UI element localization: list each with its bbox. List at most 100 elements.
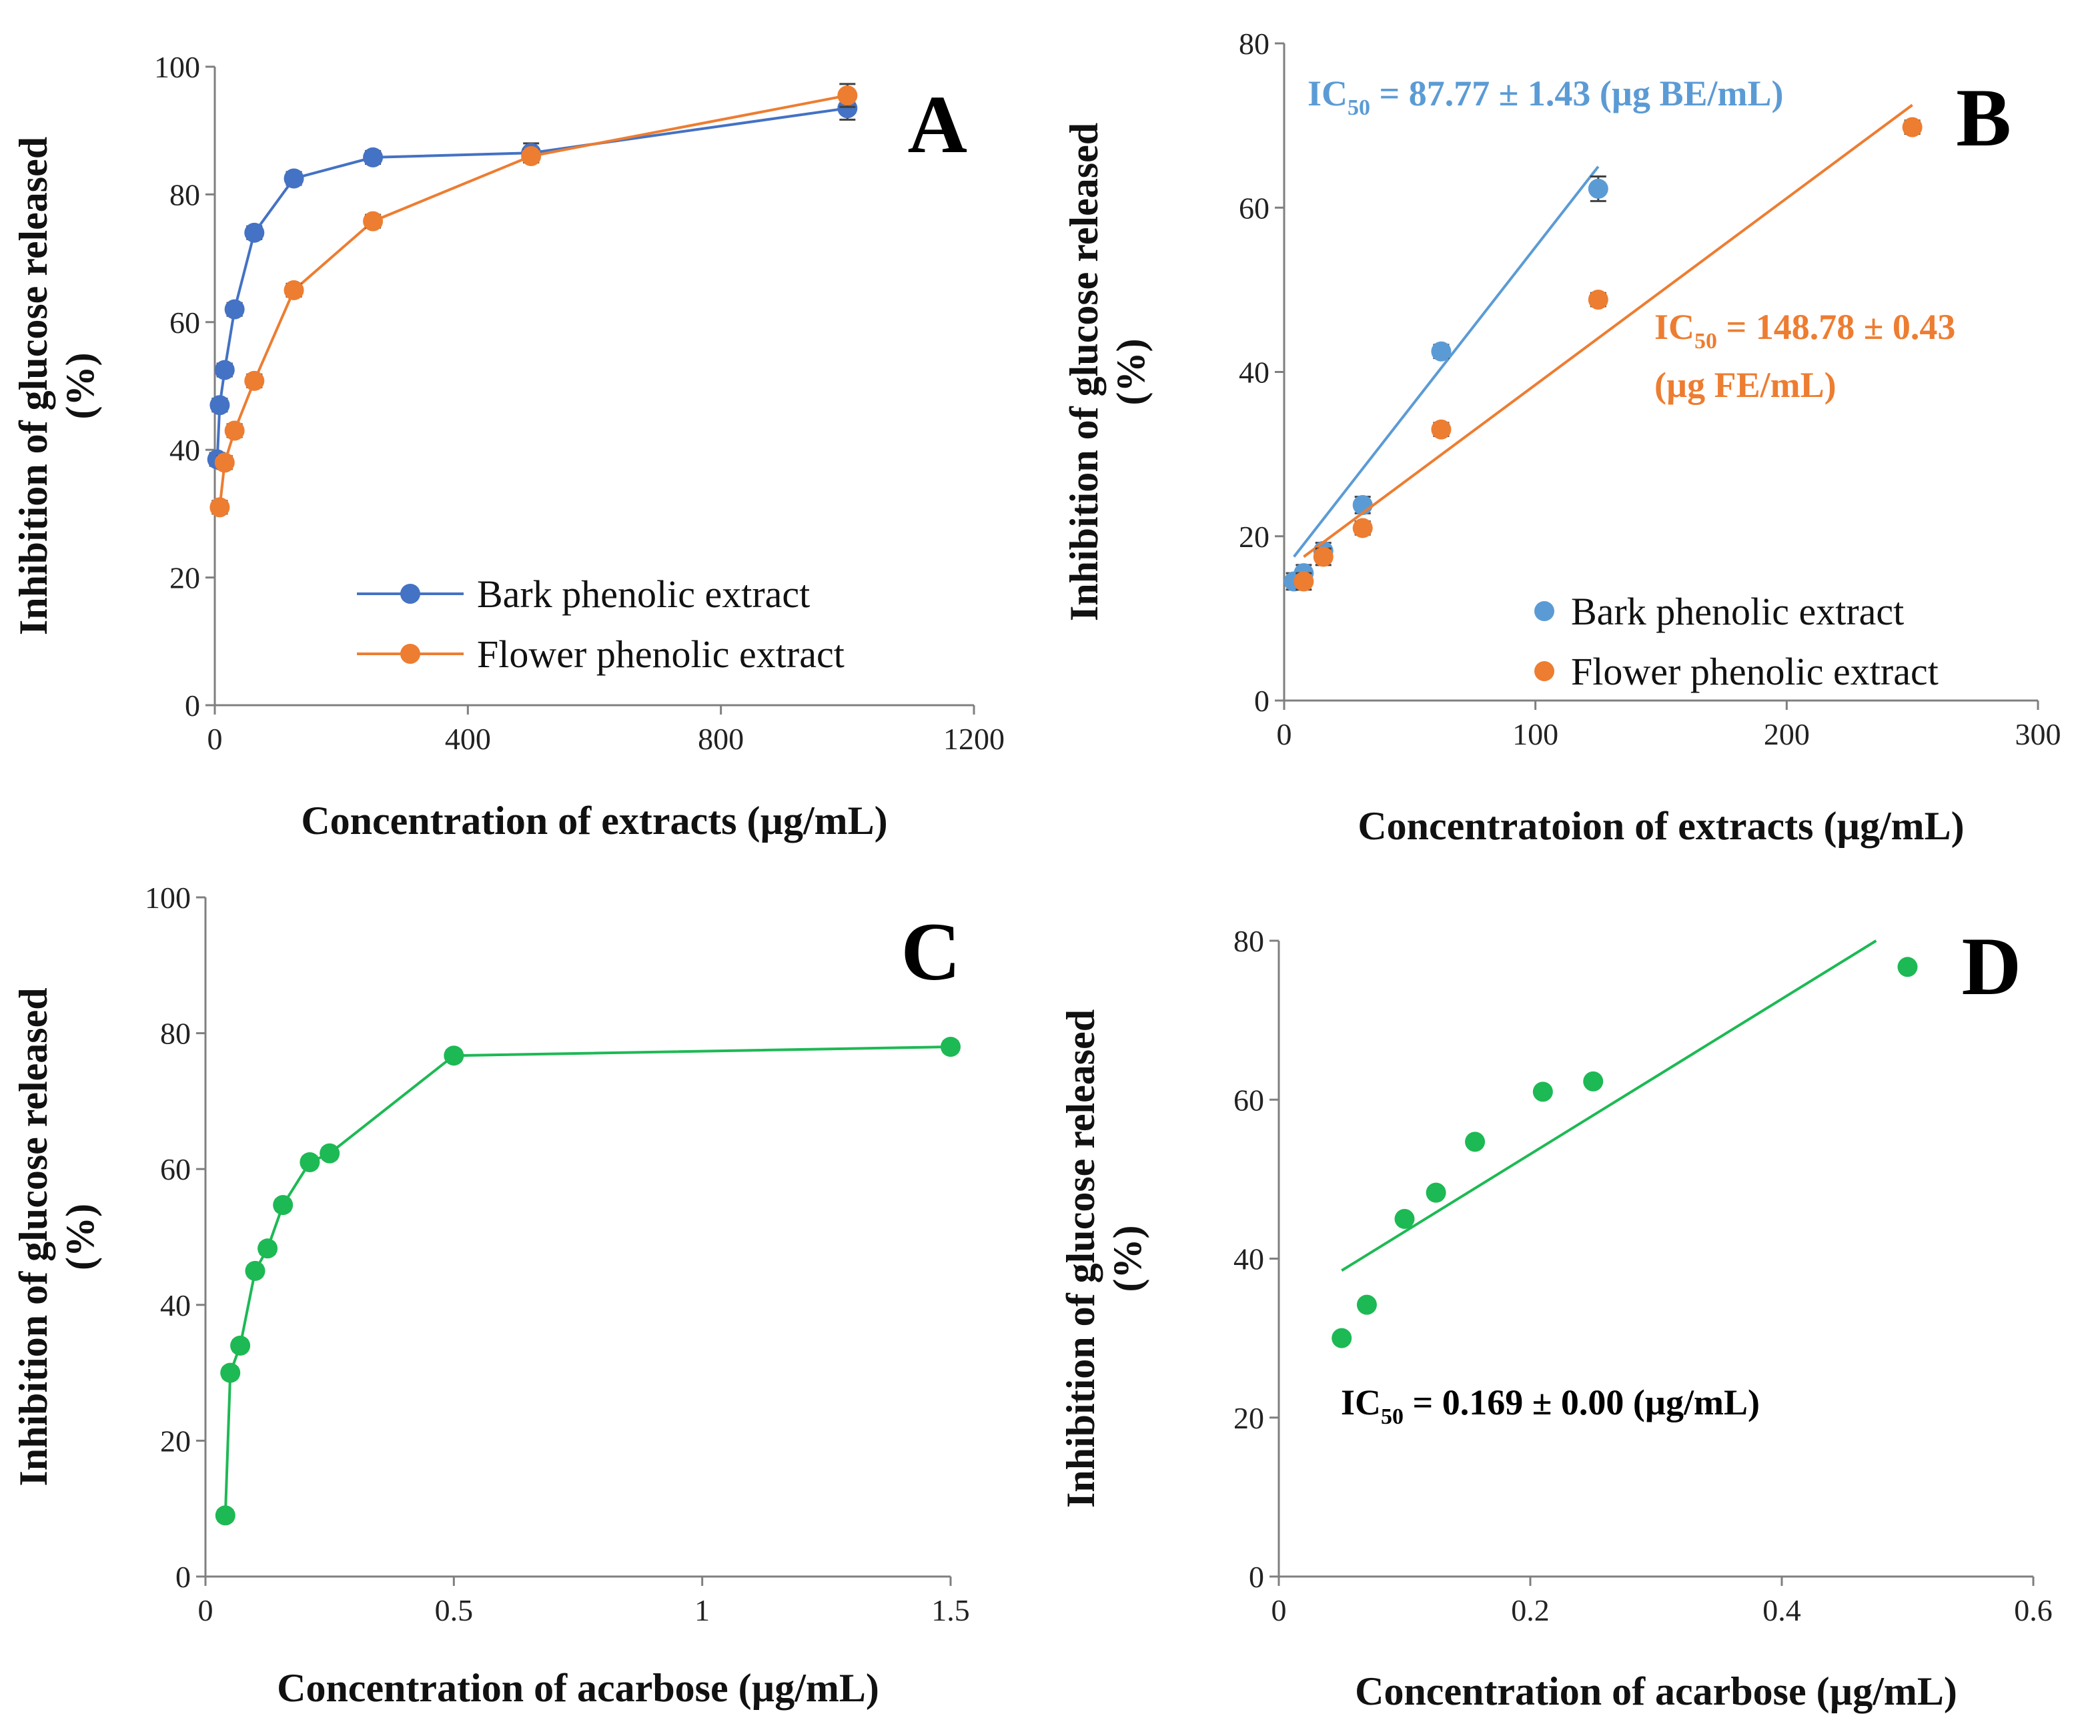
data-point [363,211,384,232]
y-tick-label: 80 [169,177,200,211]
data-point [284,168,304,189]
x-tick-label: 0 [198,1593,213,1627]
ic50-unit: (µg FE/mL) [1654,365,1836,405]
ic50-value: = 148.78 ± 0.43 [1717,307,1955,347]
y-tick-label: 80 [160,1017,191,1051]
legend-marker [1534,661,1554,681]
legend-item: Bark phenolic extract [1534,590,1904,633]
data-point [521,145,542,166]
legend-label: Bark phenolic extract [477,572,810,616]
data-point [1465,1132,1486,1152]
ic50-subscript: 50 [1694,329,1717,354]
data-point [1583,1071,1604,1092]
data-point [1352,518,1373,538]
chart-panel-b: 0 20 40 60 80 0 100 200 300 Concentratoion of ext… [1062,27,2061,848]
y-tick-label: 60 [1239,191,1269,225]
data-point [1431,341,1452,362]
x-tick-label: 0.6 [2014,1593,2053,1627]
y-tick-label: 80 [1233,924,1264,958]
y-axis-title-unit: (%) [1109,339,1153,406]
legend-item: Bark phenolic extract [357,572,810,616]
y-axis-title-unit: (%) [1105,1226,1149,1292]
legend-marker [400,644,420,664]
y-tick-label: 100 [145,881,191,915]
y-axis-title: Inhibition of glucose released [11,987,55,1486]
ic50-text: IC50 = 0.169 ± 0.00 (µg/mL) [1341,1382,1760,1429]
y-axis-title: Inhibition of glucose released [1059,1009,1103,1508]
x-tick-label: 800 [698,722,744,756]
trend-line [1293,165,1600,558]
data-point [1532,1081,1553,1102]
x-tick-label: 100 [1512,717,1558,751]
series-line [223,1045,951,1516]
y-tick-label: 60 [1233,1083,1264,1117]
ic50-annotation: IC50 = 148.78 ± 0.43 (µg FE/mL) [1654,307,1955,405]
y-tick-label: 80 [1239,27,1269,61]
data-point [220,1362,241,1383]
data-point [273,1195,294,1216]
y-tick-label: 60 [169,306,200,340]
ic50-text: IC50 = 148.78 ± 0.43 [1654,307,1955,354]
data-point [215,1505,235,1526]
y-tick-label: 0 [1254,684,1269,718]
data-point [224,299,245,320]
chart-panel-c: 0 20 40 60 80 100 0 0.5 1 1.5 Concentration of aca… [11,881,970,1710]
panel-letter: D [1961,921,2021,1012]
series-0 [1283,165,1608,592]
data-point [1588,290,1608,310]
y-tick-label: 40 [1239,356,1269,390]
data-point [1313,546,1334,567]
ic50-annotation: IC50 = 87.77 ± 1.43 (µg BE/mL) [1307,73,1784,120]
data-point [209,395,230,416]
y-tick-label: 20 [1239,520,1269,554]
data-point [1332,1328,1352,1348]
x-tick-label: 1200 [943,722,1005,756]
series-1 [1293,103,1923,592]
legend-label: Bark phenolic extract [1571,590,1904,633]
ic50-main: IC [1341,1382,1381,1422]
data-point [224,420,245,441]
data-point [257,1238,278,1259]
legend-marker [1534,601,1554,621]
x-tick-label: 0 [1271,1593,1287,1627]
data-point [837,85,858,106]
x-axis-title: Concentration of extracts (µg/mL) [301,799,887,843]
panel-letter: B [1956,72,2011,163]
x-tick-label: 0.5 [435,1593,474,1627]
legend-marker [400,584,420,604]
y-tick-label: 40 [169,433,200,467]
series-1 [209,83,858,518]
x-tick-label: 300 [2015,717,2061,751]
data-point [1902,117,1923,137]
y-axis-title: Inhibition of glucose released [11,137,55,635]
data-point [284,280,304,300]
y-tick-label: 20 [169,561,200,595]
data-point [1588,178,1608,199]
x-tick-label: 0.2 [1511,1593,1550,1627]
x-tick-label: 0 [207,722,223,756]
x-tick-label: 0.4 [1762,1593,1801,1627]
trend-line [1303,103,1913,558]
x-tick-label: 0 [1277,717,1292,751]
y-axis-title: Inhibition of glucose released [1062,123,1106,621]
y-tick-label: 60 [160,1152,191,1186]
ic50-text: IC50 = 87.77 ± 1.43 (µg BE/mL) [1307,73,1784,120]
ic50-main: IC [1654,307,1694,347]
ic50-annotation: IC50 = 0.169 ± 0.00 (µg/mL) [1341,1382,1760,1429]
legend-item: Flower phenolic extract [1534,650,1939,693]
y-tick-label: 0 [1249,1560,1264,1594]
ic50-value: = 0.169 ± 0.00 (µg/mL) [1404,1382,1760,1422]
data-point [230,1335,251,1356]
data-point [1356,1294,1377,1315]
x-tick-label: 1.5 [931,1593,970,1627]
ic50-subscript: 50 [1381,1404,1404,1429]
trend-line [1341,939,1877,1272]
y-tick-label: 40 [160,1288,191,1322]
data-point [245,1260,266,1281]
y-tick-label: 40 [1233,1242,1264,1276]
data-point [363,147,384,167]
x-axis-title: Concentratoion of extracts (µg/mL) [1358,804,1964,848]
chart-panel-d: 0 20 40 60 80 0 0.2 0.4 0.6 Concentration of acar… [1059,921,2053,1713]
x-axis-title: Concentration of acarbose (µg/mL) [1355,1669,1957,1713]
data-point [209,497,230,518]
